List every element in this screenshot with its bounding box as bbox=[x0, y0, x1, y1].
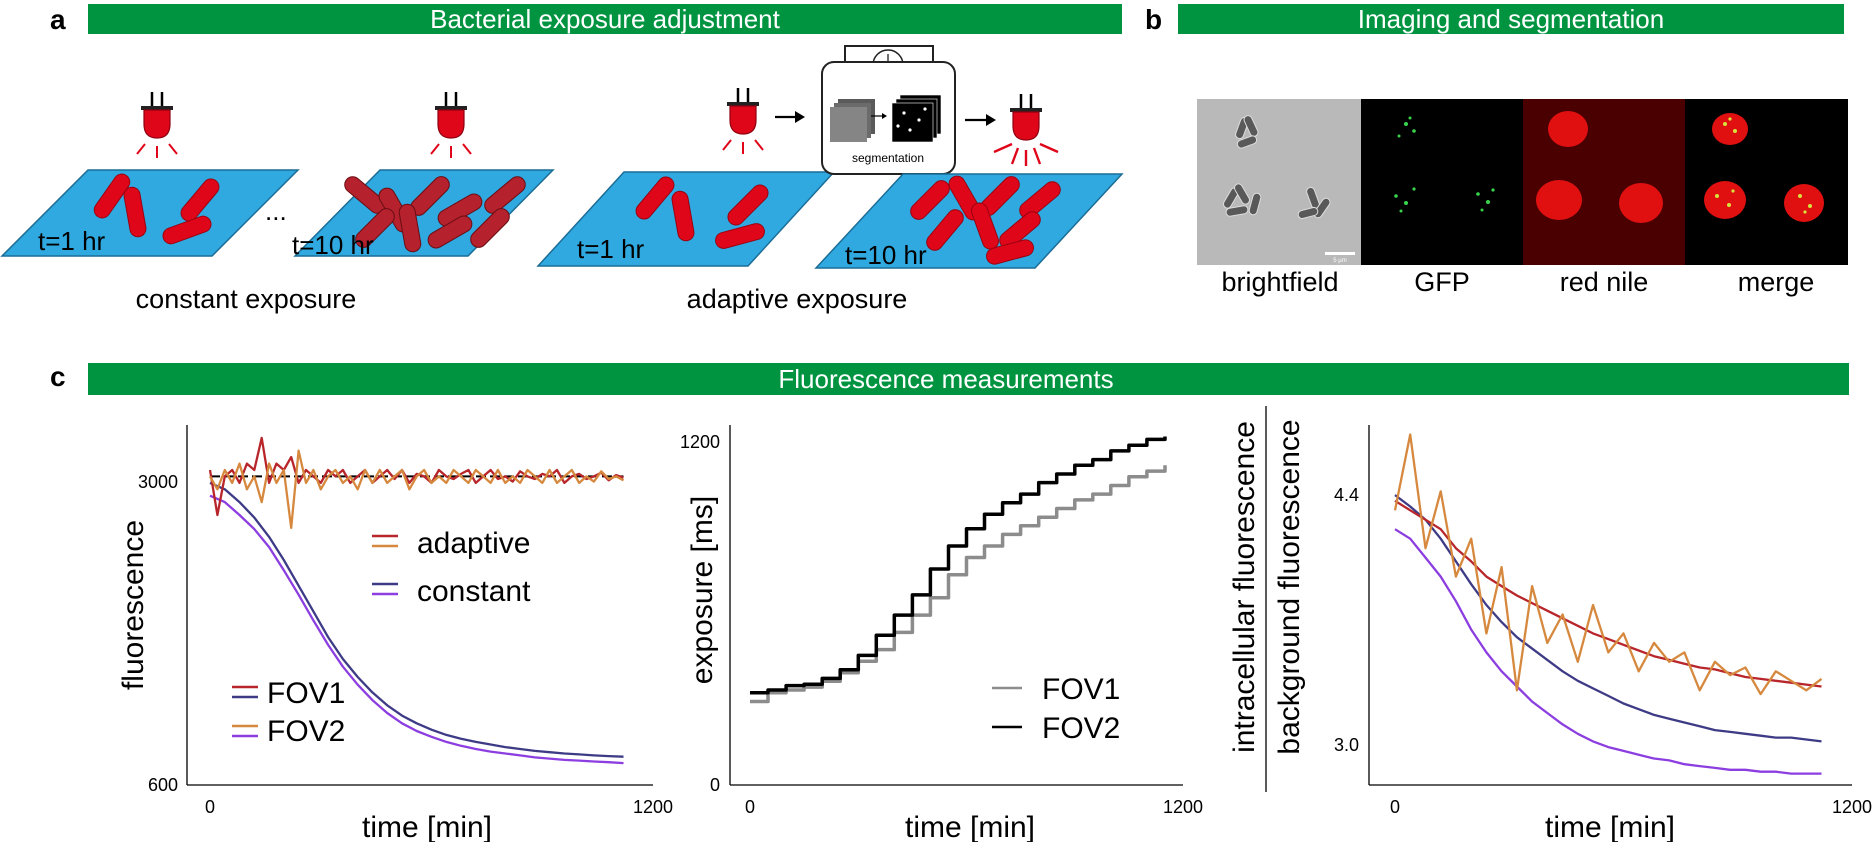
y-tick-label: 3.0 bbox=[1334, 735, 1359, 755]
lamp-icon bbox=[136, 92, 178, 158]
lamp-icon bbox=[430, 92, 472, 158]
panel-b: b Imaging and segmentation 5 µm bbox=[1145, 4, 1848, 297]
x-tick-label: 0 bbox=[745, 797, 755, 817]
raw-image-stack-icon bbox=[830, 99, 875, 142]
plate-2-time: t=10 hr bbox=[292, 230, 374, 260]
channel-labels: brightfield GFP red nile merge bbox=[1221, 267, 1814, 297]
y-tick-label: 3000 bbox=[138, 472, 178, 492]
panel-b-banner bbox=[1178, 4, 1844, 34]
y-axis-label: fluorescence bbox=[117, 520, 150, 690]
legend-label: FOV1 bbox=[267, 677, 345, 710]
ratio-chart: 0 1200 3.0 4.4 time [min] intracellular … bbox=[1228, 419, 1872, 842]
small-arrow-icon bbox=[871, 113, 887, 119]
plate-1-time: t=1 hr bbox=[38, 226, 106, 256]
legend: FOV1 FOV2 bbox=[992, 673, 1120, 745]
series-line-constant-fov2 bbox=[1394, 528, 1822, 775]
scale-bar bbox=[1325, 252, 1355, 255]
x-tick-label: 1200 bbox=[1832, 797, 1872, 817]
legend: adaptive constant FOV1 FOV2 bbox=[232, 527, 531, 748]
bacteria-group bbox=[910, 175, 1061, 265]
gfp-image bbox=[1361, 99, 1523, 265]
series-line-constant-fov1 bbox=[1394, 494, 1822, 743]
panel-c-letter: c bbox=[50, 361, 66, 392]
bacteria-group bbox=[93, 173, 220, 245]
constant-plate-2: t=10 hr bbox=[292, 92, 555, 260]
legend-label: constant bbox=[417, 575, 531, 608]
panel-a-banner-text: Bacterial exposure adjustment bbox=[430, 4, 781, 34]
plate-1-surface bbox=[0, 169, 300, 257]
constant-caption: constant exposure bbox=[136, 284, 357, 314]
x-axis-label: time [min] bbox=[362, 811, 492, 842]
device-body bbox=[821, 61, 956, 175]
x-tick-label: 0 bbox=[1390, 797, 1400, 817]
series-line-constant-fov2 bbox=[209, 494, 624, 765]
panel-b-letter: b bbox=[1145, 4, 1162, 35]
panel-b-banner-text: Imaging and segmentation bbox=[1358, 4, 1664, 34]
brightfield-image: 5 µm bbox=[1197, 99, 1361, 265]
series-line-adaptive-fov2 bbox=[1393, 433, 1823, 696]
chart-1-marks bbox=[208, 436, 625, 765]
adaptive-plate-1: t=1 hr bbox=[536, 88, 836, 267]
channel-label: red nile bbox=[1560, 267, 1649, 297]
adaptive-plate-2: t=10 hr bbox=[814, 94, 1124, 270]
exposure-chart: 0 1200 0 1200 time [min] exposure [ms] F… bbox=[680, 425, 1203, 842]
channel-label: brightfield bbox=[1221, 267, 1338, 297]
channel-label: GFP bbox=[1414, 267, 1470, 297]
legend-label: FOV1 bbox=[1042, 673, 1120, 706]
adaptive-caption: adaptive exposure bbox=[687, 284, 908, 314]
lamp-icon bbox=[722, 88, 764, 154]
constant-plate-1: t=1 hr bbox=[0, 92, 300, 257]
y-tick-label: 1200 bbox=[680, 432, 720, 452]
channel-label: merge bbox=[1738, 267, 1815, 297]
scale-bar-label: 5 µm bbox=[1333, 258, 1346, 264]
arrow-icon bbox=[965, 114, 996, 126]
fluorescence-chart: 0 1200 600 3000 time [min] fluorescence … bbox=[117, 425, 673, 842]
bacteria-group bbox=[344, 176, 526, 253]
chart-3-marks bbox=[1393, 433, 1823, 775]
bacteria-group bbox=[635, 176, 769, 249]
series-line-adaptive-fov2 bbox=[209, 449, 625, 530]
plate-3-time: t=1 hr bbox=[577, 234, 645, 264]
y-axis-label-denominator: background fluorescence bbox=[1273, 419, 1306, 754]
y-tick-label: 0 bbox=[710, 775, 720, 795]
legend-label: adaptive bbox=[417, 527, 530, 560]
y-axis-label: exposure [ms] bbox=[686, 496, 719, 684]
arrow-icon bbox=[775, 111, 805, 123]
series-line-adaptive-fov1 bbox=[208, 436, 624, 517]
series-line-fov1 bbox=[750, 465, 1167, 704]
plate-4-time: t=10 hr bbox=[845, 240, 927, 270]
ellipsis: ... bbox=[265, 196, 287, 226]
panel-c-banner-text: Fluorescence measurements bbox=[778, 364, 1113, 394]
chart-2-marks bbox=[750, 436, 1167, 704]
merge-image bbox=[1685, 99, 1848, 265]
x-tick-label: 0 bbox=[205, 797, 215, 817]
legend-label: FOV2 bbox=[267, 715, 345, 748]
x-axis-label: time [min] bbox=[1545, 811, 1675, 842]
y-tick-label: 600 bbox=[148, 775, 178, 795]
panel-a: a Bacterial exposure adjustment t=1 hr bbox=[0, 4, 1124, 314]
mask-image-stack-icon bbox=[891, 94, 942, 143]
series-line-constant-fov1 bbox=[209, 481, 624, 758]
y-axis-label-numerator: intracellular fluorescence bbox=[1228, 421, 1261, 753]
legend-label: FOV2 bbox=[1042, 712, 1120, 745]
x-tick-label: 1200 bbox=[633, 797, 673, 817]
panel-c-banner bbox=[88, 363, 1849, 395]
x-axis-label: time [min] bbox=[905, 811, 1035, 842]
x-tick-label: 1200 bbox=[1163, 797, 1203, 817]
lamp-icon bbox=[993, 94, 1059, 166]
series-line-adaptive-fov1 bbox=[1394, 499, 1822, 688]
segmentation-device: segmentation bbox=[821, 45, 956, 175]
device-label: segmentation bbox=[852, 151, 924, 165]
y-tick-label: 4.4 bbox=[1334, 485, 1359, 505]
panel-a-banner bbox=[88, 4, 1122, 34]
panel-c: c Fluorescence measurements 0 1200 600 3… bbox=[50, 361, 1872, 842]
panel-a-letter: a bbox=[50, 4, 66, 35]
red-nile-image bbox=[1523, 99, 1685, 265]
series-line-fov2 bbox=[750, 436, 1167, 695]
